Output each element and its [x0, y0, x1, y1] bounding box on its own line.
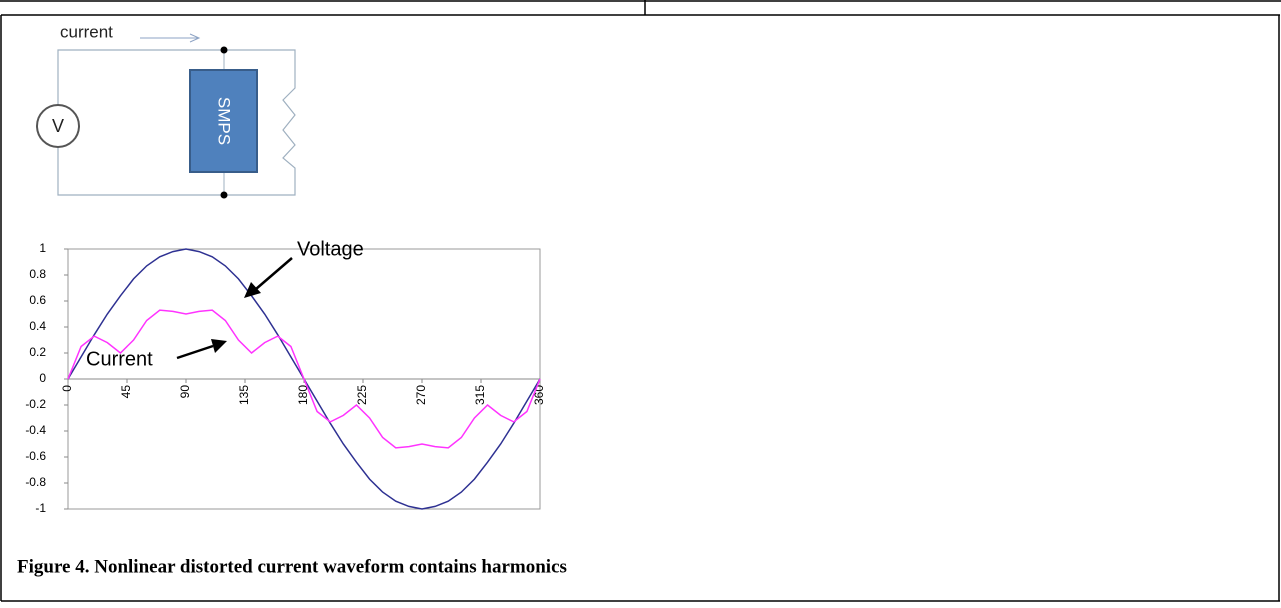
current-arrow-head	[189, 33, 201, 43]
x-tick-label: 315	[473, 385, 487, 405]
x-tick-label: 180	[296, 385, 310, 405]
y-tick-label: -0.6	[25, 449, 46, 463]
x-tick-label: 0	[60, 385, 74, 392]
annotation-arrow	[176, 344, 214, 360]
voltage-source	[36, 104, 80, 148]
annotation-arrow	[255, 257, 293, 290]
circuit: current V SMPS	[36, 22, 296, 199]
annotation-arrow-head	[244, 282, 261, 298]
x-tick-label: 270	[414, 385, 428, 405]
series-line	[67, 309, 541, 449]
annotation: Voltage	[297, 238, 364, 260]
y-tick-label: 0.2	[29, 345, 46, 359]
y-tick-label: -1	[35, 501, 46, 515]
x-tick-label: 135	[237, 385, 251, 405]
y-tick-label: 1	[39, 241, 46, 255]
annotations: Voltage Current	[86, 238, 364, 370]
x-tick-label: 45	[119, 385, 133, 399]
y-tick-label: 0	[39, 371, 46, 385]
y-tick-label: 0.8	[29, 267, 46, 281]
wires	[57, 49, 296, 196]
y-tick-label: -0.8	[25, 475, 46, 489]
annotation-arrow-head	[211, 339, 227, 353]
y-tick-label: 0.4	[29, 319, 46, 333]
smps-box	[189, 69, 258, 173]
caption: Figure 4. Nonlinear distorted current wa…	[17, 556, 567, 577]
y-tick-label: 0.6	[29, 293, 46, 307]
x-tick-label: 225	[355, 385, 369, 405]
y-tick-label: -0.2	[25, 397, 46, 411]
y-tick-label: -0.4	[25, 423, 46, 437]
x-tick-label: 90	[178, 385, 192, 399]
chart: -1 -0.8 -0.6 -0.4 -0.2 0 0.2 0.4 0.6 0.8 1 0 45 90 135…	[25, 241, 546, 515]
load-label: SMPS	[215, 97, 234, 145]
node-dot	[220, 46, 228, 54]
node-dot	[220, 191, 228, 199]
source-label: V	[52, 116, 64, 136]
annotation: Current	[86, 348, 153, 370]
current-label: current	[60, 22, 113, 41]
